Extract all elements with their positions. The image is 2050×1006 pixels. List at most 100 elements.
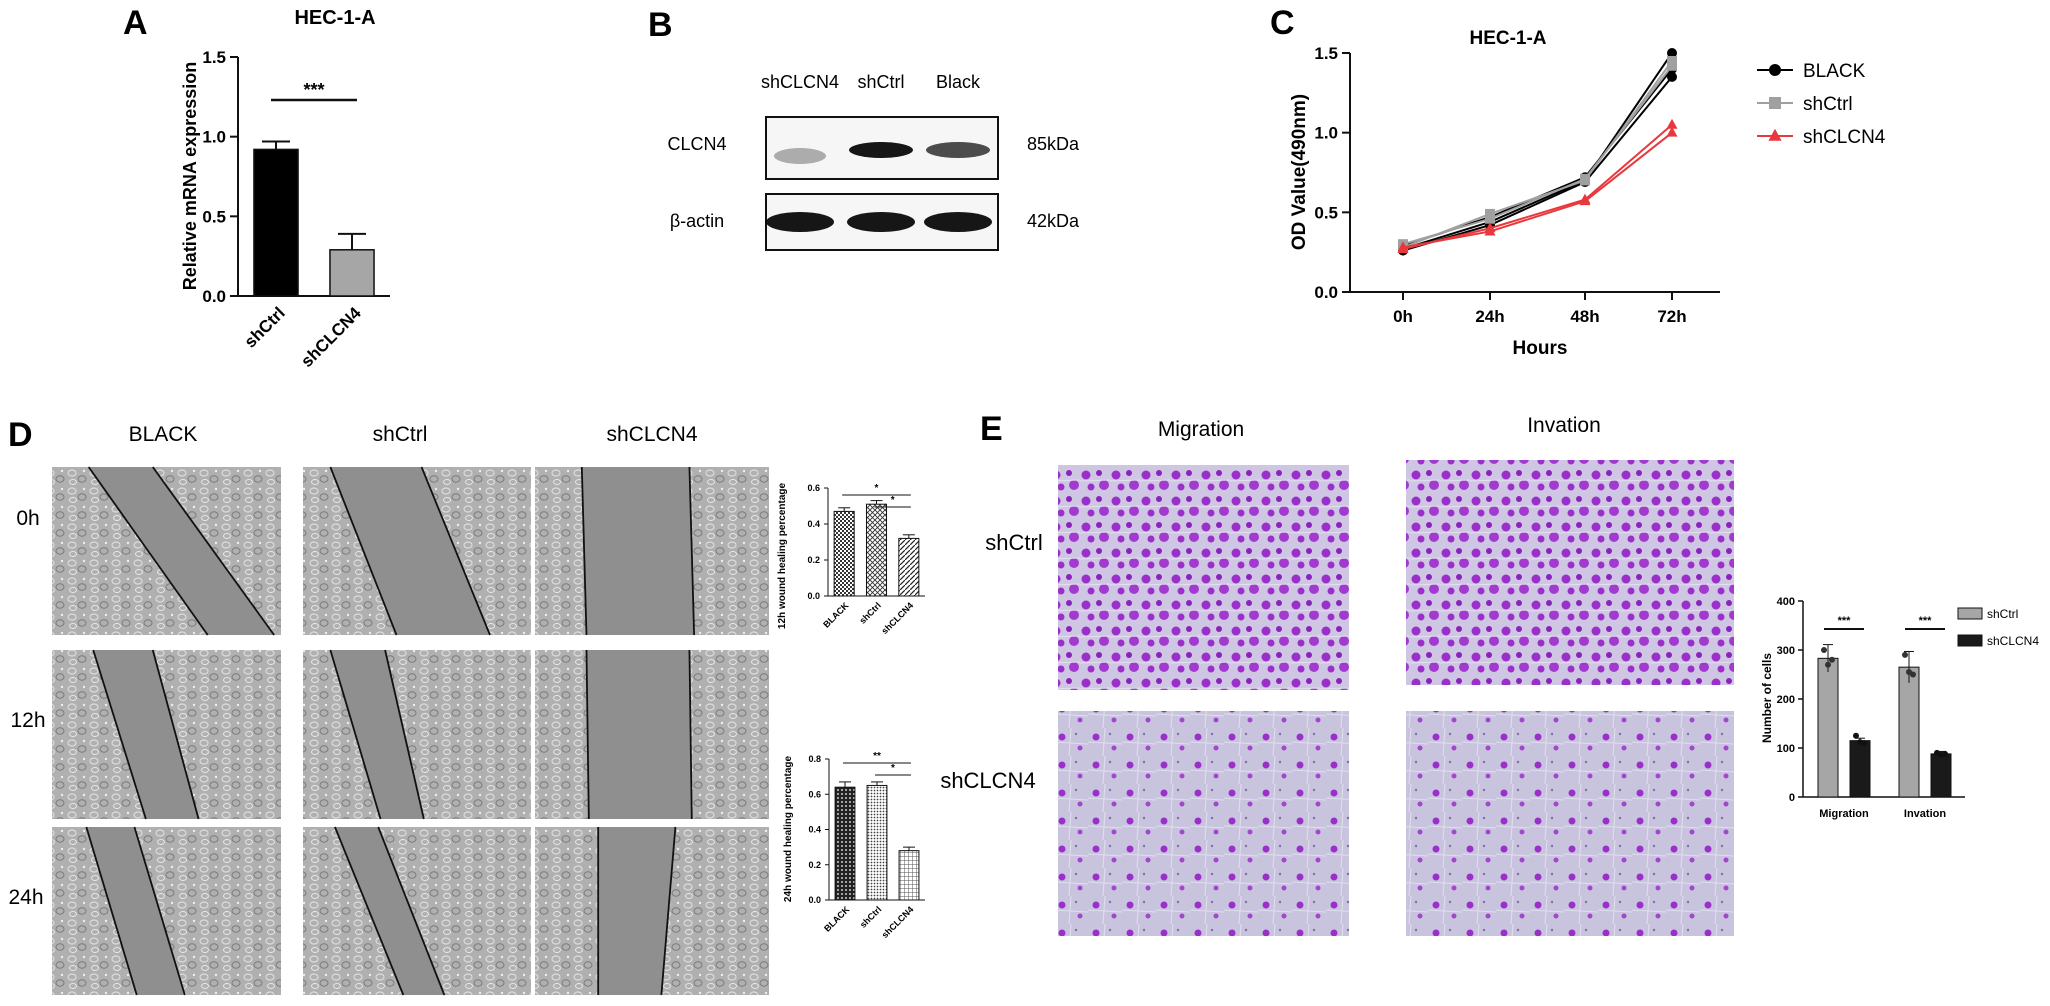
scratch-column-label: BLACK: [129, 423, 198, 446]
significance-label: *: [875, 483, 879, 494]
scratch-edge: [420, 466, 491, 636]
bar: [866, 784, 888, 901]
scratch-edge: [660, 826, 677, 996]
scratch-image: [535, 826, 769, 996]
legend-swatch: [1957, 634, 1983, 647]
panel-letter-b: B: [648, 6, 673, 44]
x-tick-label: Migration: [1819, 808, 1869, 820]
scratch-image: [303, 649, 531, 820]
bar: [898, 537, 920, 597]
chart-a: HEC-1-A Relative mRNA expression 0.0 0.5 1…: [180, 7, 390, 371]
chart-d1-ylabel: 12h wound healing percentage: [777, 482, 788, 629]
panel-letter-c: C: [1270, 4, 1295, 42]
scratch-image: [52, 466, 281, 636]
y-tick-label: 0.0: [808, 895, 821, 905]
x-tick-label: Invation: [1904, 808, 1946, 820]
scratch-column-label: shCLCN4: [606, 423, 697, 446]
blot-lane-label: shCLCN4: [761, 72, 839, 92]
data-point: [1485, 213, 1495, 224]
y-tick-label: 300: [1777, 645, 1795, 657]
transwell-row-label: shCLCN4: [940, 768, 1035, 793]
scratch-column-label: shCtrl: [373, 423, 428, 446]
blot-band: [766, 212, 834, 232]
panel-letter-d: D: [8, 416, 33, 454]
legend-label: shCLCN4: [1803, 127, 1886, 148]
scratch-edge: [151, 649, 200, 820]
blot-lane-label: Black: [936, 72, 981, 92]
data-point: [1768, 128, 1782, 141]
data-point: [1666, 126, 1678, 137]
significance-label: **: [873, 751, 881, 762]
transwell-image: [1406, 711, 1734, 936]
x-tick-label: 72h: [1657, 307, 1686, 326]
bar: [1898, 666, 1920, 798]
scratch-edge: [85, 826, 138, 996]
data-point: [1580, 173, 1590, 184]
scratch-edge: [92, 649, 147, 820]
data-point: [1397, 241, 1409, 252]
y-tick-label: 0.6: [807, 483, 820, 493]
chart-d2-ylabel: 24h wound healing percentage: [783, 755, 794, 902]
bar: [253, 148, 299, 297]
blot-band: [849, 142, 913, 158]
chart-e: Number of cells 0 100 200 300 400 Migration In…: [1760, 596, 2039, 820]
scratch-edge: [329, 466, 398, 636]
scratch-image: [303, 826, 531, 996]
scratch-edge: [384, 649, 425, 820]
blot-size-label: 42kDa: [1027, 211, 1080, 231]
chart-e-ylabel: Number of cells: [1760, 653, 1774, 743]
data-point: [1821, 647, 1827, 653]
scratch-gap: [334, 827, 445, 995]
transwell-row-label: shCtrl: [985, 530, 1042, 555]
scratch-gap: [88, 467, 275, 635]
blot-band: [847, 212, 915, 232]
y-tick-label: 400: [1777, 596, 1795, 608]
blot-band: [774, 148, 826, 164]
transwell-image: [1406, 460, 1734, 685]
series-line: [1402, 65, 1673, 246]
legend-label: shCtrl: [1987, 607, 2018, 621]
scratch-gap: [86, 827, 185, 995]
transwell-column-label: Migration: [1158, 418, 1244, 441]
y-tick-label: 0: [1789, 792, 1795, 804]
legend-label: BLACK: [1803, 61, 1866, 82]
chart-c-legend: BLACK shCtrl shCLCN4: [1757, 61, 1886, 148]
scratch-gap: [586, 650, 692, 819]
legend-swatch: [1957, 607, 1983, 620]
y-tick-label: 100: [1777, 743, 1795, 755]
scratch-edge: [152, 466, 275, 636]
scratch-row-label: 24h: [8, 886, 43, 909]
data-point: [1910, 671, 1916, 678]
x-tick-label: shCLCN4: [880, 904, 916, 940]
series-line: [1402, 131, 1673, 249]
transwell-image: [1058, 711, 1349, 936]
data-point: [1667, 71, 1677, 82]
scratch-gap: [330, 650, 424, 819]
scratch-edge: [334, 826, 405, 996]
scratch-edge: [133, 826, 186, 996]
bar: [1930, 753, 1952, 798]
significance-label: *: [891, 495, 895, 506]
series-line: [1402, 52, 1673, 250]
y-tick-label: 1.5: [202, 48, 226, 67]
data-point: [1902, 651, 1908, 658]
data-point: [1853, 732, 1859, 739]
transwell-images: [1058, 460, 1734, 936]
x-tick-label: shCtrl: [857, 600, 882, 625]
series-BLACK: [1398, 48, 1677, 256]
scratch-assay-images: [52, 466, 769, 996]
scratch-edge: [329, 649, 382, 820]
scratch-edge: [580, 466, 588, 636]
data-point: [1825, 661, 1831, 668]
data-point: [1769, 64, 1781, 76]
y-tick-label: 0.0: [1314, 283, 1338, 302]
x-tick-label: BLACK: [822, 904, 852, 934]
scratch-row-label: 12h: [10, 709, 45, 732]
data-point: [1579, 195, 1591, 206]
significance-label: ***: [1838, 615, 1852, 627]
x-tick-label: 24h: [1475, 307, 1504, 326]
y-tick-label: 0.4: [808, 825, 821, 835]
chart-c-title: HEC-1-A: [1469, 28, 1546, 49]
chart-c: HEC-1-A OD Value(490nm) Hours 0.0 0.5 1.0 1…: [1289, 28, 1886, 359]
bar: [865, 503, 888, 597]
